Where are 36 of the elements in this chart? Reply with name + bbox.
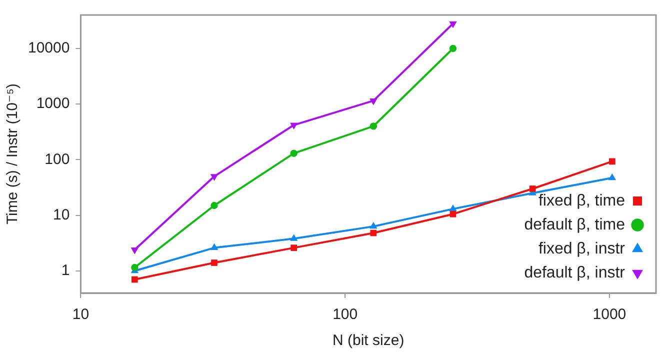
- y-tick-label: 1000: [36, 95, 70, 112]
- point: [290, 122, 298, 130]
- x-axis-title: N (bit size): [332, 332, 404, 350]
- point: [210, 174, 218, 181]
- legend-label: default β, instr: [524, 264, 626, 282]
- point: [370, 230, 377, 236]
- point: [210, 202, 218, 210]
- point: [449, 21, 457, 28]
- point: [608, 158, 616, 165]
- legend-label: fixed β, instr: [538, 240, 626, 258]
- point: [370, 122, 378, 130]
- point: [210, 243, 218, 250]
- point: [290, 234, 298, 241]
- y-tick-label: 10: [53, 206, 70, 224]
- point: [449, 44, 457, 52]
- point: [608, 173, 616, 180]
- point: [130, 247, 139, 254]
- point: [529, 186, 536, 192]
- point: [370, 222, 378, 229]
- legend-label: fixed β, time: [538, 192, 626, 210]
- y-tick-label: 1: [61, 262, 70, 280]
- y-tick-label: 100: [44, 150, 70, 168]
- point: [450, 210, 456, 218]
- y-tick-label: 10000: [28, 40, 70, 57]
- point: [131, 276, 138, 283]
- point: [290, 244, 298, 251]
- point: [131, 264, 138, 272]
- legend-label: default β, time: [524, 216, 626, 234]
- point: [290, 150, 298, 157]
- point: [449, 204, 457, 212]
- y-axis-title: Time (s) / Instr (10⁻⁵): [4, 83, 22, 225]
- x-tick-label: 100: [332, 306, 358, 324]
- point: [370, 98, 378, 106]
- point: [211, 260, 218, 266]
- x-tick-label: 1000: [592, 306, 626, 324]
- x-tick-label: 10: [72, 306, 90, 324]
